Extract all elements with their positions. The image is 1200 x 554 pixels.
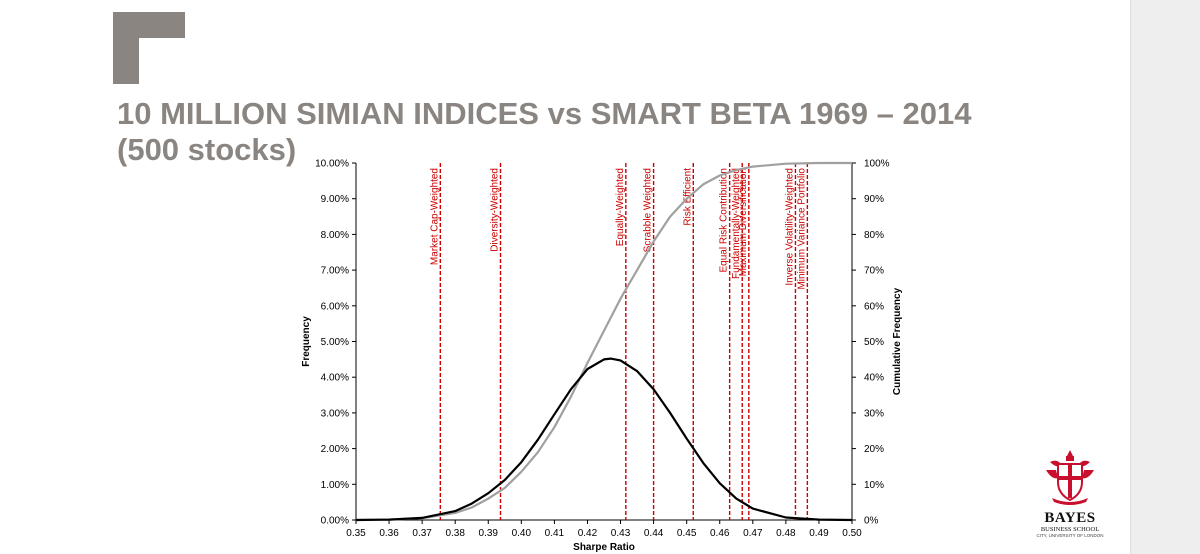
logo-affiliation: CITY, UNIVERSITY OF LONDON bbox=[1036, 533, 1104, 538]
x-tick-label: 0.36 bbox=[379, 528, 399, 539]
y-tick-label: 7.00% bbox=[321, 266, 349, 277]
y2-tick-label: 70% bbox=[864, 266, 884, 277]
x-tick-label: 0.42 bbox=[578, 528, 598, 539]
y-tick-label: 3.00% bbox=[321, 408, 349, 419]
y2-tick-label: 60% bbox=[864, 301, 884, 312]
x-tick-label: 0.43 bbox=[611, 528, 631, 539]
y-tick-label: 10.00% bbox=[315, 159, 349, 170]
y-tick-label: 9.00% bbox=[321, 194, 349, 205]
x-tick-label: 0.47 bbox=[743, 528, 763, 539]
slide: 10 MILLION SIMIAN INDICES vs SMART BETA … bbox=[0, 0, 1130, 554]
y2-tick-label: 20% bbox=[864, 444, 884, 455]
y-tick-label: 2.00% bbox=[321, 444, 349, 455]
marker-label: Fundamentally-Weighted bbox=[731, 168, 742, 279]
cumulative-frequency-line bbox=[355, 161, 852, 522]
marker-label: Market Cap-Weighted bbox=[429, 168, 440, 265]
y2-tick-label: 40% bbox=[864, 373, 884, 384]
y-tick-label: 4.00% bbox=[321, 373, 349, 384]
sharpe-ratio-chart: 0.00% 1.00% 2.00% 3.00% 4.00% 5.00% 6.00% 7.00%… bbox=[301, 159, 903, 554]
y2-axis-title: Cumulative Frequency bbox=[892, 287, 903, 395]
marker-label: Minimum Variance Portfolio bbox=[796, 168, 807, 290]
x-tick-label: 0.45 bbox=[677, 528, 697, 539]
y-tick-label: 0.00% bbox=[321, 516, 349, 527]
slide-title: 10 MILLION SIMIAN INDICES vs SMART BETA … bbox=[117, 96, 972, 167]
x-tick-label: 0.40 bbox=[512, 528, 532, 539]
x-tick-label: 0.39 bbox=[479, 528, 499, 539]
marker-label: Diversity-Weighted bbox=[490, 168, 501, 252]
logo-subtitle: BUSINESS SCHOOL bbox=[1040, 526, 1100, 533]
y2-tick-label: 0% bbox=[864, 516, 879, 527]
x-tick-label: 0.37 bbox=[412, 528, 432, 539]
y2-tick-label: 80% bbox=[864, 230, 884, 241]
y2-tick-label: 90% bbox=[864, 194, 884, 205]
x-axis-title: Sharpe Ratio bbox=[573, 542, 635, 553]
marker-label: Inverse Volatility-Weighted bbox=[784, 168, 795, 286]
x-tick-label: 0.44 bbox=[644, 528, 664, 539]
bayes-crest-icon bbox=[1046, 450, 1094, 505]
y-tick-label: 5.00% bbox=[321, 337, 349, 348]
window-gutter bbox=[1130, 0, 1200, 554]
y2-tick-label: 100% bbox=[864, 159, 890, 170]
x-tick-label: 0.49 bbox=[809, 528, 829, 539]
x-tick-label: 0.50 bbox=[842, 528, 862, 539]
bayes-logo: BAYES BUSINESS SCHOOL CITY, UNIVERSITY O… bbox=[1030, 446, 1110, 554]
x-tick-label: 0.46 bbox=[710, 528, 730, 539]
x-tick-label: 0.35 bbox=[346, 528, 366, 539]
y-tick-label: 8.00% bbox=[321, 230, 349, 241]
marker-label: Scrabble Weighted bbox=[643, 168, 654, 252]
x-tick-label: 0.48 bbox=[776, 528, 796, 539]
y-tick-label: 1.00% bbox=[321, 480, 349, 491]
logo-name: BAYES bbox=[1044, 510, 1096, 526]
y2-tick-label: 50% bbox=[864, 337, 884, 348]
x-tick-label: 0.38 bbox=[445, 528, 465, 539]
marker-label: Maximum Diversification bbox=[738, 168, 749, 276]
y2-tick-label: 30% bbox=[864, 408, 884, 419]
marker-label: Equally-Weighted bbox=[615, 168, 626, 246]
y-tick-label: 6.00% bbox=[321, 301, 349, 312]
corner-logo-mark bbox=[113, 12, 185, 84]
x-tick-label: 0.41 bbox=[545, 528, 565, 539]
y-axis-title: Frequency bbox=[301, 316, 312, 367]
marker-label: Equal Risk Contribution bbox=[719, 168, 730, 273]
y2-tick-label: 10% bbox=[864, 480, 884, 491]
frequency-line bbox=[355, 357, 853, 522]
